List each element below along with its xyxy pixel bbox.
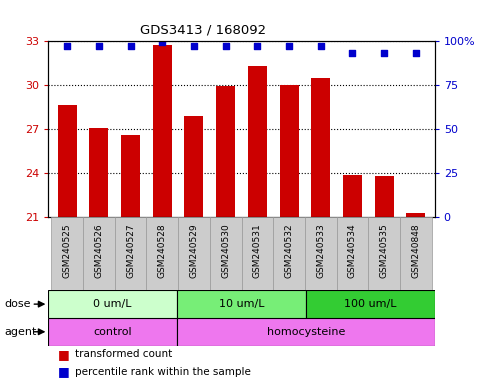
Bar — [248, 66, 267, 217]
Bar — [305, 217, 337, 290]
Bar — [210, 217, 242, 290]
Text: 100 um/L: 100 um/L — [344, 299, 397, 309]
Text: ■: ■ — [58, 365, 70, 378]
Point — [349, 50, 356, 56]
Text: homocysteine: homocysteine — [267, 327, 345, 337]
Text: GSM240530: GSM240530 — [221, 223, 230, 278]
Bar — [216, 86, 235, 217]
Bar — [311, 78, 330, 217]
Point — [190, 43, 198, 49]
Bar — [58, 106, 77, 217]
Bar — [368, 217, 400, 290]
Bar — [343, 175, 362, 217]
Text: GSM240535: GSM240535 — [380, 223, 388, 278]
Text: GSM240526: GSM240526 — [95, 223, 103, 278]
Text: GDS3413 / 168092: GDS3413 / 168092 — [140, 24, 266, 37]
Text: ■: ■ — [58, 348, 70, 361]
Bar — [177, 290, 306, 318]
Bar — [146, 217, 178, 290]
Text: control: control — [93, 327, 132, 337]
Bar — [337, 217, 368, 290]
Point — [222, 43, 229, 49]
Text: 0 um/L: 0 um/L — [93, 299, 132, 309]
Point — [317, 43, 325, 49]
Bar — [48, 318, 177, 346]
Bar — [89, 127, 109, 217]
Text: transformed count: transformed count — [75, 349, 172, 359]
Bar — [306, 290, 435, 318]
Bar — [83, 217, 115, 290]
Text: GSM240848: GSM240848 — [411, 223, 420, 278]
Bar — [121, 135, 140, 217]
Bar — [52, 217, 83, 290]
Text: percentile rank within the sample: percentile rank within the sample — [75, 366, 251, 377]
Text: GSM240532: GSM240532 — [284, 223, 294, 278]
Text: GSM240525: GSM240525 — [63, 223, 72, 278]
Bar — [115, 217, 146, 290]
Point — [380, 50, 388, 56]
Bar — [48, 290, 177, 318]
Point — [95, 43, 103, 49]
Bar — [177, 318, 435, 346]
Bar — [374, 176, 394, 217]
Text: GSM240531: GSM240531 — [253, 223, 262, 278]
Text: GSM240533: GSM240533 — [316, 223, 325, 278]
Text: dose: dose — [5, 299, 31, 309]
Bar — [153, 45, 172, 217]
Text: GSM240534: GSM240534 — [348, 223, 357, 278]
Bar — [185, 116, 203, 217]
Text: GSM240528: GSM240528 — [158, 223, 167, 278]
Text: 10 um/L: 10 um/L — [219, 299, 264, 309]
Bar — [280, 85, 298, 217]
Point — [412, 50, 420, 56]
Point — [254, 43, 261, 49]
Text: GSM240529: GSM240529 — [189, 223, 199, 278]
Point — [158, 40, 166, 46]
Bar — [242, 217, 273, 290]
Bar — [400, 217, 431, 290]
Point — [285, 43, 293, 49]
Point — [127, 43, 134, 49]
Bar — [178, 217, 210, 290]
Text: GSM240527: GSM240527 — [126, 223, 135, 278]
Bar — [406, 213, 425, 217]
Bar — [273, 217, 305, 290]
Text: agent: agent — [5, 327, 37, 337]
Point — [63, 43, 71, 49]
